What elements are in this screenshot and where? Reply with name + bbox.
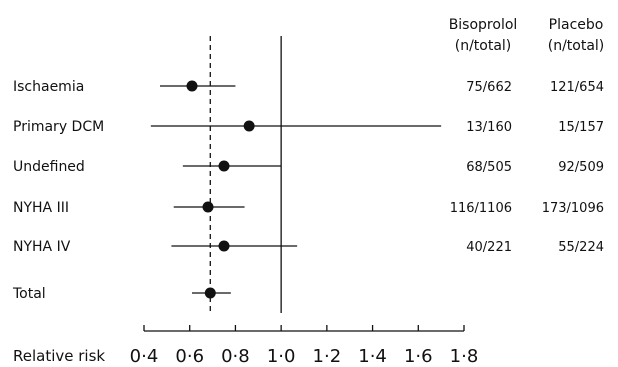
- x-axis: Relative risk 0·4 0·6 0·8 1·0 1·2 1·4 1·6 1·8: [13, 325, 478, 367]
- placebo-count: 92/509: [558, 160, 604, 175]
- placebo-header: Placebo: [549, 17, 604, 33]
- row-label: Primary DCM: [13, 119, 104, 135]
- x-tick-label: 1·6: [404, 346, 433, 367]
- bisoprolol-subheader: (n/total): [455, 38, 512, 54]
- bisoprolol-header: Bisoprolol: [449, 17, 518, 33]
- forest-row: Total: [12, 286, 231, 302]
- point-estimate: [202, 201, 214, 213]
- bisoprolol-count: 68/505: [466, 160, 512, 175]
- point-estimate: [218, 160, 230, 172]
- placebo-count: 55/224: [558, 240, 604, 255]
- row-label: Total: [12, 286, 46, 302]
- x-tick-label: 0·8: [221, 346, 250, 367]
- x-tick-label: 1·4: [358, 346, 387, 367]
- point-estimate: [243, 120, 255, 132]
- x-tick-label: 1·2: [313, 346, 342, 367]
- point-estimate: [186, 80, 198, 92]
- row-label: NYHA IV: [13, 239, 71, 255]
- bisoprolol-count: 75/662: [466, 80, 512, 95]
- forest-row: NYHA IV 40/221 55/224: [13, 239, 604, 255]
- forest-rows: Ischaemia 75/662 121/654 Primary DCM 13/160 1…: [12, 79, 604, 302]
- placebo-count: 15/157: [558, 120, 604, 135]
- point-estimate: [218, 240, 230, 252]
- forest-row: Undefined 68/505 92/509: [13, 159, 604, 175]
- forest-row: Ischaemia 75/662 121/654: [13, 79, 604, 95]
- placebo-count: 121/654: [550, 80, 604, 95]
- x-tick-label: 1·0: [267, 346, 296, 367]
- bisoprolol-count: 40/221: [466, 240, 512, 255]
- forest-row: NYHA III 116/1106 173/1096: [13, 200, 604, 216]
- row-label: NYHA III: [13, 200, 69, 216]
- reference-lines: [209, 36, 282, 313]
- placebo-count: 173/1096: [542, 201, 604, 216]
- placebo-subheader: (n/total): [548, 38, 605, 54]
- row-label: Undefined: [13, 159, 85, 175]
- point-estimate: [204, 287, 216, 299]
- forest-row: Primary DCM 13/160 15/157: [13, 119, 604, 135]
- x-axis-label: Relative risk: [13, 347, 105, 365]
- bisoprolol-count: 116/1106: [450, 201, 512, 216]
- bisoprolol-count: 13/160: [466, 120, 512, 135]
- x-tick-label: 0·4: [130, 346, 159, 367]
- x-tick-label: 0·6: [175, 346, 204, 367]
- x-tick-label: 1·8: [450, 346, 479, 367]
- row-label: Ischaemia: [13, 79, 84, 95]
